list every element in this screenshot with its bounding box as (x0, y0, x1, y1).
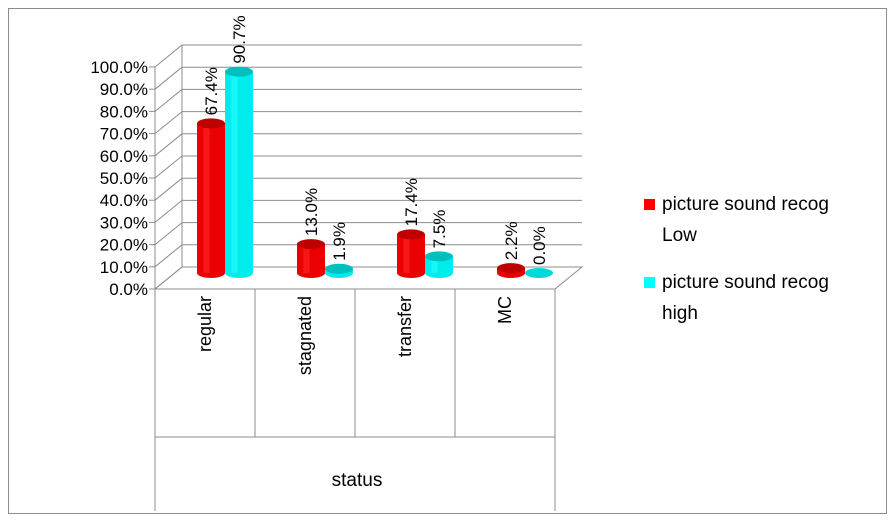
gridline-depth (154, 155, 183, 179)
data-label: 7.5% (430, 210, 449, 249)
y-tick-label: 70.0% (100, 125, 148, 144)
category-label: MC (495, 296, 515, 324)
data-label: 2.2% (502, 221, 521, 260)
y-tick-label: 10.0% (100, 258, 148, 277)
bar-top (225, 66, 253, 77)
bar-highlight (231, 71, 238, 273)
bars (197, 66, 553, 279)
bar-top (197, 118, 225, 129)
bar (525, 268, 553, 278)
y-tick-label: 0.0% (109, 280, 148, 299)
gridline-depth (154, 244, 183, 268)
y-tick-label: 90.0% (100, 80, 148, 99)
bar-top (297, 239, 325, 250)
bar (425, 251, 453, 278)
x-axis: regular stagnated transfer MC (154, 289, 556, 511)
bar-body (397, 234, 425, 278)
gridline-depth (154, 177, 183, 201)
bar (325, 263, 353, 278)
legend-swatch (644, 199, 655, 210)
bar-top (325, 263, 353, 274)
gridline-depth (154, 89, 183, 112)
gridline-depth (154, 266, 183, 290)
gridline-depth (154, 111, 183, 134)
legend-label: Low (662, 225, 697, 246)
data-label: 17.4% (402, 178, 421, 226)
legend-label: picture sound recog (662, 194, 829, 215)
bar-body (225, 71, 253, 279)
bar-top (397, 229, 425, 240)
bar-body (197, 123, 225, 278)
data-label: 90.7% (230, 15, 249, 63)
bar-body (297, 244, 325, 278)
y-axis-ticks: 0.0% 10.0% 20.0% 30.0% 40.0% 50.0% 60.0% 70.0% 8… (90, 58, 155, 299)
y-tick-label: 100.0% (90, 58, 148, 77)
y-tick-label: 80.0% (100, 102, 148, 121)
data-labels: 67.4% 90.7% 13.0% 1.9% 17.4% 7.5% 2.2% 0.0% (202, 15, 549, 265)
bar-highlight (431, 256, 438, 273)
data-label: 67.4% (202, 67, 221, 115)
bar-top (525, 268, 553, 278)
gridline-depth (154, 66, 183, 90)
y-tick-label: 60.0% (100, 147, 148, 166)
gridline-depth (154, 44, 183, 68)
legend-label: high (662, 303, 698, 324)
bar-highlight (403, 234, 410, 273)
bar (497, 263, 525, 278)
bar-top (425, 251, 453, 262)
data-label: 1.9% (330, 222, 349, 261)
y-tick-label: 50.0% (100, 169, 148, 188)
gridline-depth (154, 200, 183, 223)
x-axis-title: status (332, 470, 383, 491)
gridline-depth (154, 133, 183, 157)
bar (297, 239, 325, 278)
bar-highlight (203, 123, 210, 273)
category-label: transfer (395, 296, 415, 357)
y-tick-label: 20.0% (100, 236, 148, 255)
legend-item: picture sound recog Low (644, 194, 829, 246)
bar-top (497, 263, 525, 274)
category-label: regular (195, 296, 215, 352)
bar (225, 66, 253, 279)
gridline-depth (154, 222, 183, 245)
y-tick-label: 30.0% (100, 213, 148, 232)
data-label: 0.0% (530, 226, 549, 265)
data-label: 13.0% (302, 188, 321, 236)
legend-swatch (644, 277, 655, 288)
bar (397, 229, 425, 278)
legend-item: picture sound recog high (644, 272, 829, 324)
bar (197, 118, 225, 278)
bar-highlight (303, 244, 310, 273)
legend-label: picture sound recog (662, 272, 829, 293)
category-label: stagnated (295, 296, 315, 375)
y-tick-label: 40.0% (100, 191, 148, 210)
